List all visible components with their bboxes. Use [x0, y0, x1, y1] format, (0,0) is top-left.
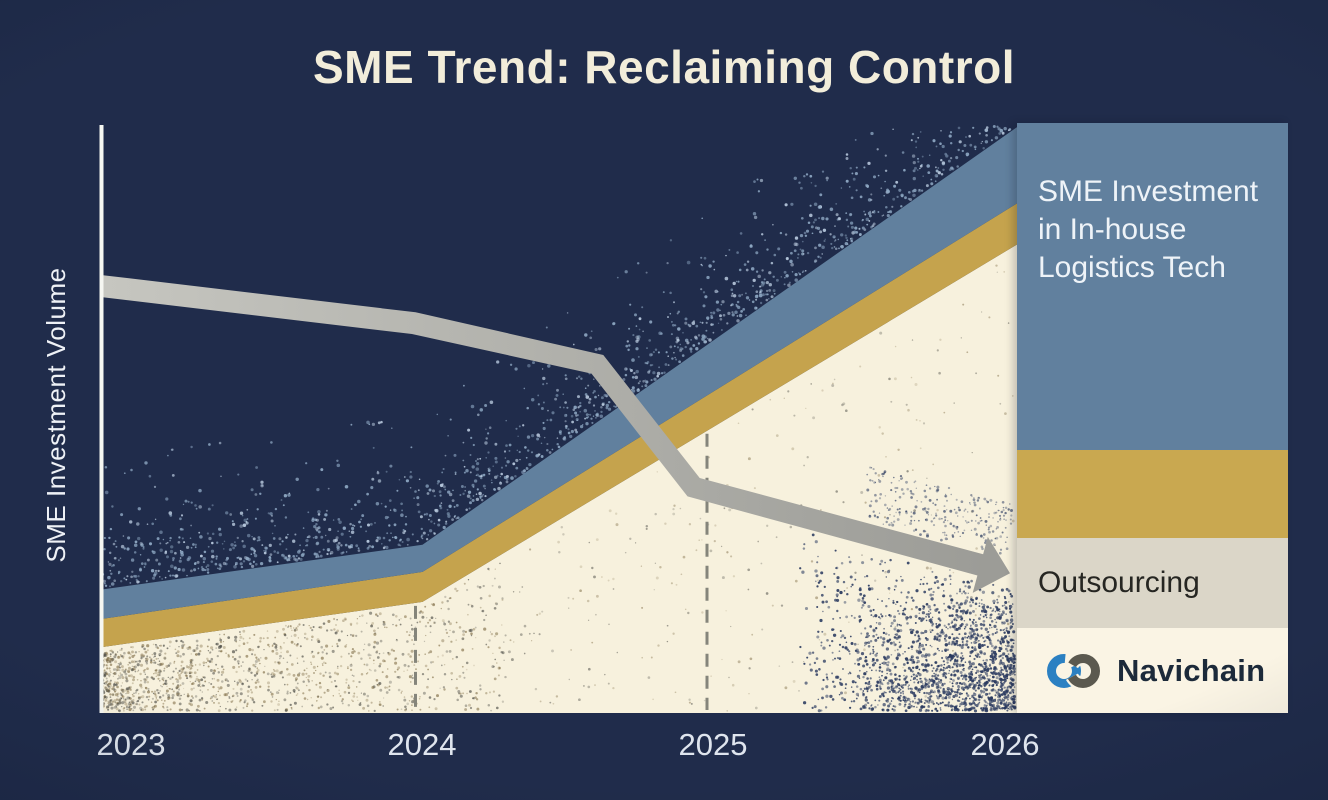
chart-title: SME Trend: Reclaiming Control — [312, 41, 1015, 93]
x-tick-2023: 2023 — [96, 727, 166, 762]
y-axis-label: SME Investment Volume — [41, 267, 71, 563]
navichain-logo-icon — [1047, 651, 1103, 690]
x-tick-2024: 2024 — [387, 727, 457, 762]
x-tick-2026: 2026 — [970, 727, 1040, 762]
legend-outsourcing-label: Outsourcing — [1038, 566, 1200, 599]
legend-inhouse-swatch: SME Investment in In-house Logistics Tec… — [1017, 123, 1288, 450]
brand-name: Navichain — [1117, 652, 1266, 688]
legend-gold-swatch — [1017, 450, 1288, 538]
legend-outsourcing-swatch: Outsourcing — [1017, 538, 1288, 628]
x-tick-2025: 2025 — [678, 727, 748, 762]
legend-panel: SME Investment in In-house Logistics Tec… — [1017, 123, 1288, 713]
legend-inhouse-label: SME Investment in In-house Logistics Tec… — [1038, 175, 1259, 284]
brand-block: Navichain — [1017, 628, 1288, 713]
